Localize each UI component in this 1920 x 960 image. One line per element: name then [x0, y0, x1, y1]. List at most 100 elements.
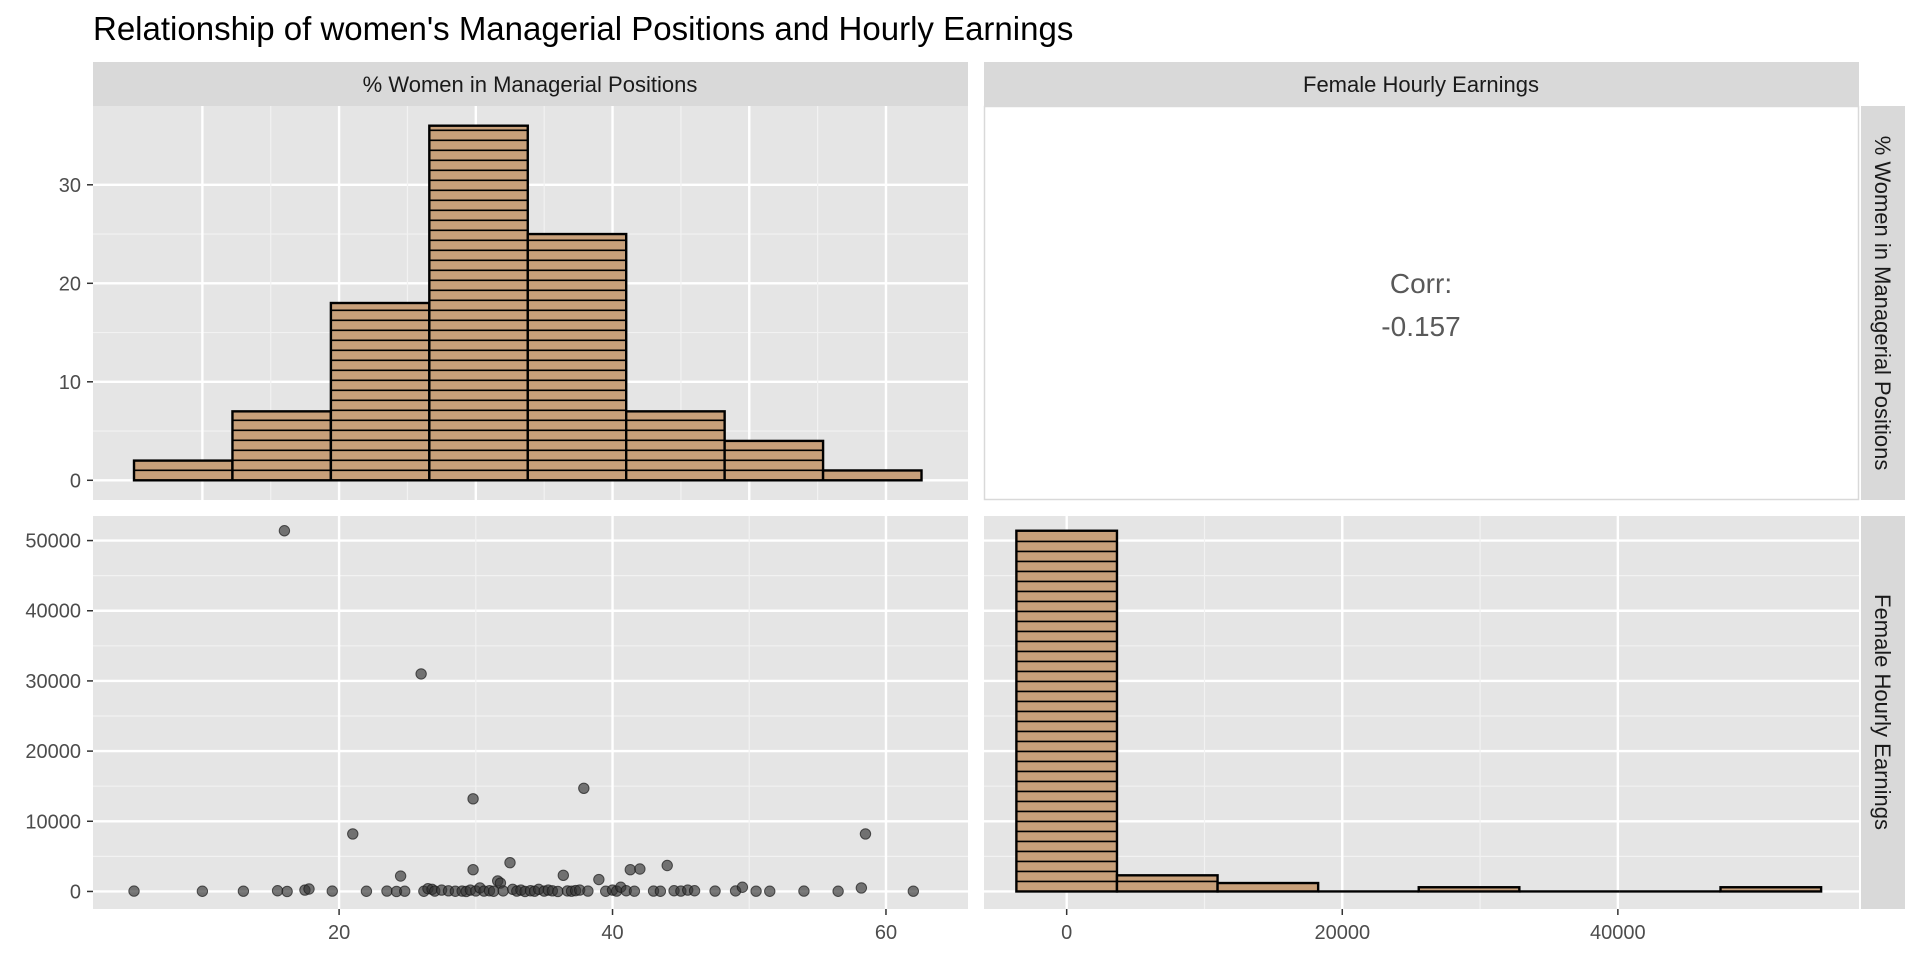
scatter-point — [303, 883, 315, 895]
scatter-point — [237, 885, 250, 897]
strip-row-1 — [1861, 106, 1905, 500]
hist-pct-bar-8-fill — [823, 470, 922, 481]
hist-pct-bar-8-outline — [821, 469, 923, 482]
corr-label: Corr: — [1390, 268, 1452, 299]
scatter-point — [859, 828, 872, 840]
scatter-point — [467, 864, 479, 876]
panel-hist-earn — [984, 516, 1859, 909]
hist-earn-bar-5 — [1417, 886, 1521, 893]
hist-pct-ytick-label: 0 — [70, 470, 81, 492]
scatter-xtick-label: 60 — [875, 922, 897, 944]
scatter-point — [736, 881, 749, 893]
strip-row-2 — [1861, 516, 1905, 909]
scatter-point — [381, 885, 393, 897]
hist-earn-bar-5-fill — [1418, 887, 1520, 892]
hist-pct-ytick-label: 20 — [59, 273, 81, 295]
hist-pct-bar-1 — [132, 459, 234, 482]
scatter-xtick-label: 40 — [601, 922, 623, 944]
scatter-point — [552, 885, 564, 898]
hist-earn-bar-8 — [1719, 886, 1823, 893]
scatter-ytick-label: 10000 — [25, 811, 81, 833]
panel-scatter — [93, 516, 968, 909]
hist-pct-ytick-label: 30 — [59, 175, 81, 197]
scatter-point — [661, 859, 673, 872]
scatter-point — [582, 885, 594, 897]
hist-pct-bar-5 — [526, 232, 628, 482]
hist-earn-bar-5-outline — [1417, 886, 1521, 893]
scatter-point — [281, 885, 293, 898]
hist-pct-bar-4 — [428, 124, 529, 482]
scatter-point — [634, 863, 646, 875]
scatter-point — [394, 870, 407, 882]
hist-earn-xtick-label: 40000 — [1590, 922, 1646, 944]
hist-earn-bar-8-outline — [1719, 886, 1823, 893]
hist-earn-bar-1 — [1015, 529, 1119, 893]
strip-col-2 — [984, 62, 1859, 106]
scatter-ytick-label: 20000 — [25, 741, 81, 763]
hist-earn-bar-1-outline — [1015, 529, 1119, 893]
scatter-ytick-label: 0 — [70, 881, 81, 903]
hist-pct-bar-7-outline — [723, 439, 825, 482]
chart-title: Relationship of women's Managerial Posit… — [93, 10, 1073, 47]
scatter-point — [832, 885, 844, 897]
scatter-point — [624, 864, 637, 876]
scatter-point — [271, 885, 284, 897]
scatter-point — [497, 885, 509, 897]
hist-pct-bar-6 — [625, 410, 726, 482]
strip-col-1 — [93, 62, 968, 106]
scatter-ytick-label: 30000 — [25, 671, 81, 693]
hist-earn-bar-3 — [1216, 881, 1320, 893]
scatter-point — [557, 869, 570, 882]
scatter-point — [326, 885, 338, 897]
scatter-point — [504, 856, 516, 869]
scatter-point — [855, 882, 868, 894]
scatter-point — [688, 885, 701, 897]
strip-col-2-label: Female Hourly Earnings — [1303, 72, 1539, 97]
scatter-point — [593, 873, 605, 886]
hist-pct-bar-7 — [723, 439, 825, 482]
scatter-point — [347, 828, 359, 840]
scatter-point — [764, 885, 776, 897]
strip-row-1-label: % Women in Managerial Positions — [1870, 136, 1895, 471]
hist-pct-bar-2-fill — [232, 411, 331, 481]
hist-pct-bar-3 — [329, 301, 431, 482]
scatter-point — [907, 885, 920, 897]
hist-earn-bar-2-fill — [1116, 875, 1218, 892]
hist-pct-bar-4-fill — [429, 125, 528, 481]
hist-earn-xtick-label: 0 — [1061, 922, 1072, 944]
hist-earn-marks — [984, 516, 1859, 909]
hist-earn-bar-2 — [1115, 874, 1219, 893]
hist-pct-marks — [93, 106, 968, 500]
scatter-point — [415, 668, 427, 680]
hist-earn-bar-8-fill — [1720, 887, 1822, 892]
strip-col-1-label: % Women in Managerial Positions — [363, 72, 698, 97]
hist-earn-xtick-label: 20000 — [1314, 922, 1370, 944]
corr-value: -0.157 — [1381, 311, 1460, 342]
hist-pct-ytick-label: 10 — [59, 372, 81, 394]
hist-pct-bar-6-fill — [626, 411, 725, 481]
scatter-point — [278, 525, 291, 537]
hist-pct-bar-8 — [821, 469, 923, 482]
scatter-point — [628, 885, 641, 897]
scatter-point — [128, 885, 140, 897]
scatter-marks — [93, 516, 968, 909]
strip-row-2-label: Female Hourly Earnings — [1870, 594, 1895, 830]
axis-ticks: 0 10 20 30 20 40 60 0 10000 20000 30000 40000 50000 0… — [25, 175, 1645, 944]
scatter-xtick-label: 20 — [328, 922, 350, 944]
hist-pct-bar-5-outline — [526, 232, 628, 482]
hist-pct-bar-5-fill — [527, 234, 627, 481]
hist-earn-bar-3-fill — [1217, 883, 1319, 892]
scatter-point — [750, 885, 762, 897]
scatter-point — [578, 782, 590, 794]
panel-corr — [983, 105, 1860, 501]
scatter-point — [798, 885, 810, 897]
scatter-point — [399, 885, 411, 897]
scatter-point — [196, 885, 209, 897]
scatter-point — [467, 793, 479, 805]
hist-earn-bar-3-outline — [1216, 881, 1320, 893]
scatter-point — [654, 885, 667, 897]
scatter-ytick-label: 50000 — [25, 531, 81, 553]
scatter-ytick-label: 40000 — [25, 601, 81, 623]
scatter-point — [360, 885, 373, 897]
